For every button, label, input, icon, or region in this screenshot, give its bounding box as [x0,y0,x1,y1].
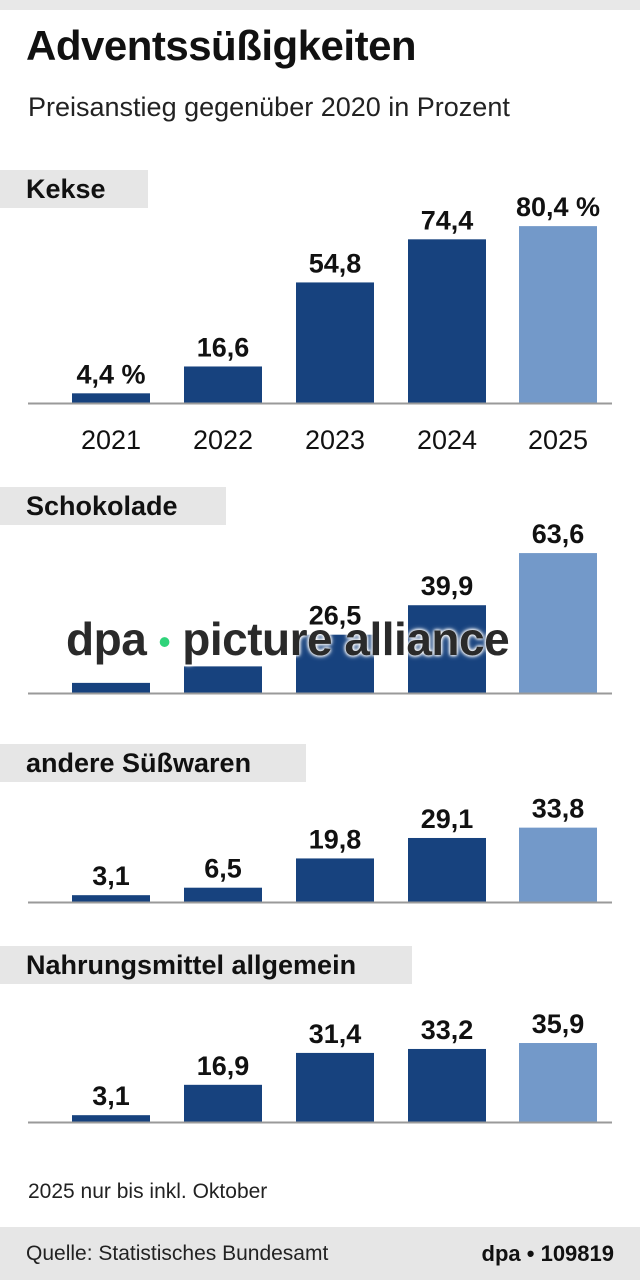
value-label-kekse-2021: 4,4 % [76,359,145,389]
value-label-nahrungsmittel-allgemein-2025: 35,9 [532,1009,585,1039]
bar-kekse-2022 [184,366,262,403]
value-label-kekse-2022: 16,6 [197,332,250,362]
value-label-nahrungsmittel-allgemein-2024: 33,2 [421,1015,474,1045]
watermark-left: dpa [66,613,147,665]
bar-nahrungsmittel-allgemein-2022 [184,1084,262,1122]
value-label-nahrungsmittel-allgemein-2021: 3,1 [92,1081,130,1111]
bar-nahrungsmittel-allgemein-2021 [72,1115,150,1122]
value-label-andere-s-waren-2022: 6,5 [204,854,242,884]
watermark-logo: dpa • picture alliance [66,612,510,666]
bar-schokolade-2021 [72,682,150,693]
value-label-andere-s-waren-2025: 33,8 [532,794,585,824]
bar-kekse-2025 [519,226,597,403]
value-label-andere-s-waren-2021: 3,1 [92,861,130,891]
value-label-nahrungsmittel-allgemein-2023: 31,4 [309,1019,362,1049]
value-label-nahrungsmittel-allgemein-2022: 16,9 [197,1051,250,1081]
bar-andere-s-waren-2022 [184,887,262,902]
year-tick-label-2023: 2023 [305,425,365,455]
year-tick-label-2022: 2022 [193,425,253,455]
watermark-right: picture alliance [182,613,510,665]
chart-subtitle: Preisanstieg gegenüber 2020 in Prozent [28,92,510,122]
bar-nahrungsmittel-allgemein-2025 [519,1043,597,1122]
section-label-schokolade: Schokolade [0,487,226,525]
section-label-nahrungsmittel: Nahrungsmittel allgemein [0,946,412,984]
section-label-kekse: Kekse [0,170,148,208]
bar-andere-s-waren-2024 [408,837,486,902]
bar-charts: 4,4 % 2021 16,6 2022 54,8 2023 74,4 2024 80,4 % 2… [28,192,612,1124]
bar-nahrungsmittel-allgemein-2023 [296,1052,374,1122]
footer-bar: Quelle: Statistisches Bundesamt dpa • 10… [0,1227,640,1280]
bar-kekse-2023 [296,282,374,403]
section-label-andere-suesswaren: andere Süßwaren [0,744,306,782]
source-text: Quelle: Statistisches Bundesamt [26,1242,329,1265]
bar-kekse-2024 [408,239,486,403]
value-label-kekse-2024: 74,4 [421,205,474,235]
bar-andere-s-waren-2021 [72,895,150,902]
bar-andere-s-waren-2023 [296,858,374,902]
bar-schokolade-2024 [408,605,486,693]
value-label-kekse-2025: 80,4 % [516,192,600,222]
bar-schokolade-2022 [184,666,262,693]
value-label-schokolade-2023: 26,5 [309,601,362,631]
value-label-andere-s-waren-2024: 29,1 [421,804,474,834]
bar-nahrungsmittel-allgemein-2024 [408,1048,486,1122]
year-tick-label-2025: 2025 [528,425,588,455]
value-label-schokolade-2025: 63,6 [532,519,585,549]
year-tick-label-2024: 2024 [417,425,477,455]
value-label-schokolade-2024: 39,9 [421,571,474,601]
bar-schokolade-2025 [519,553,597,693]
bar-andere-s-waren-2025 [519,827,597,902]
bar-kekse-2021 [72,393,150,403]
watermark-dot-icon: • [158,623,171,662]
footnote: 2025 nur bis inkl. Oktober [28,1180,268,1203]
year-tick-label-2021: 2021 [81,425,141,455]
value-label-andere-s-waren-2023: 19,8 [309,824,362,854]
bar-schokolade-2023 [296,634,374,693]
value-label-kekse-2023: 54,8 [309,248,362,278]
credit-text: dpa • 109819 [481,1241,614,1266]
top-bar [0,0,640,10]
chart-title: Adventssüßigkeiten [26,22,417,69]
